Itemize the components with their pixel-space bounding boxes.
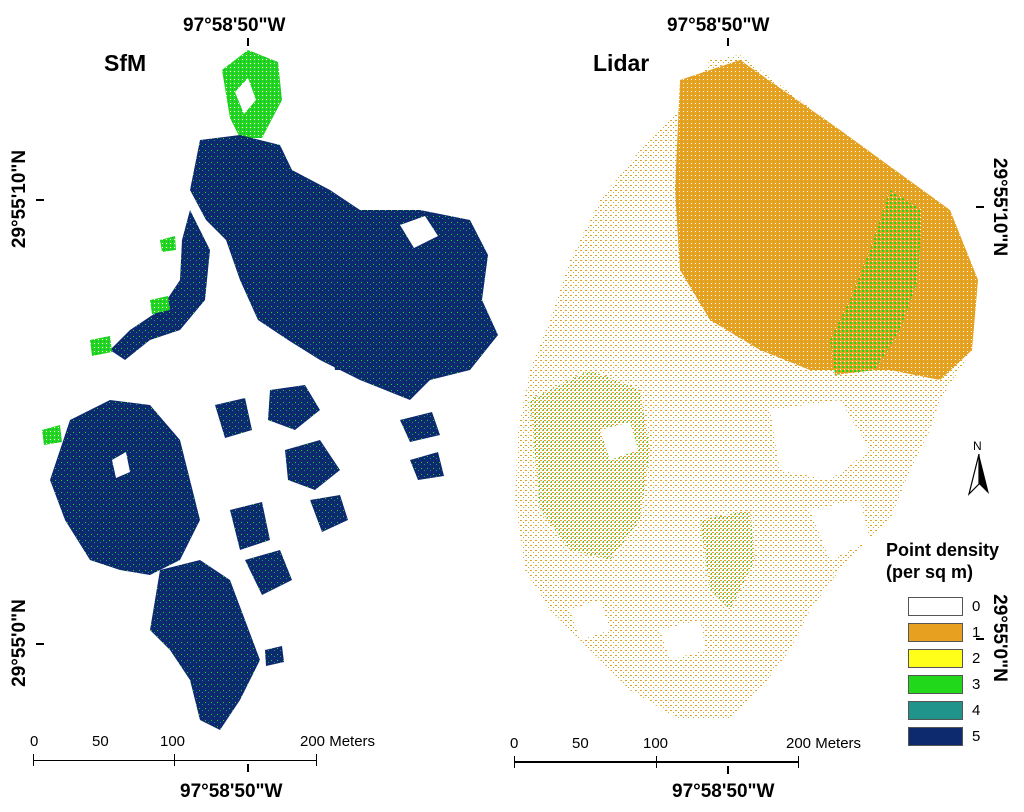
sfm-patch: [42, 425, 62, 445]
lidar-longitude-top-tick: [727, 38, 729, 46]
lidar-scale-tick-0: 0: [510, 735, 519, 752]
sfm-scale-tick-200: 200 Meters: [300, 733, 376, 750]
sfm-patch: [230, 502, 270, 550]
lidar-gap: [810, 500, 870, 560]
lidar-scale-tick-100: 100: [643, 735, 669, 752]
lidar-scale-end: [798, 756, 799, 768]
lidar-longitude-top-label: 97°58'50"W: [667, 15, 770, 36]
legend-item: 4: [908, 700, 980, 720]
legend-swatch: [908, 596, 963, 616]
sfm-scale-tick-50: 50: [92, 733, 109, 750]
lidar-latitude-upper-tick: [976, 206, 984, 208]
lidar-scale-mid: [656, 756, 657, 768]
sfm-patch: [400, 412, 440, 442]
sfm-patch: [160, 236, 176, 252]
sfm-gap: [112, 452, 130, 478]
legend-label: 3: [972, 675, 981, 693]
lidar-overlap-region: [830, 190, 922, 375]
sfm-latitude-lower-tick: [36, 643, 44, 645]
sfm-density-map: [42, 50, 498, 730]
sfm-scale-end: [33, 754, 34, 766]
legend-label: 2: [972, 649, 981, 667]
legend-label: 4: [972, 701, 981, 719]
lidar-gap: [660, 620, 706, 660]
sfm-gap: [235, 78, 256, 114]
point-density-legend: Point density (per sq m) 0 1 2 3 4 5: [886, 540, 1006, 760]
sfm-patch: [150, 296, 170, 314]
sfm-scale-tick-100: 100: [160, 733, 186, 750]
legend-item: 1: [908, 622, 980, 642]
sfm-longitude-bottom-label: 97°58'50"W: [180, 781, 283, 802]
lidar-longitude-bottom-tick: [727, 766, 729, 774]
sfm-patch: [245, 550, 292, 595]
legend-swatch: [908, 674, 963, 694]
legend-item: 0: [908, 596, 980, 616]
sfm-latitude-lower-label: 29°55'0"N: [9, 599, 30, 687]
legend-title-line2: (per sq m): [886, 561, 974, 582]
sfm-patch: [330, 340, 365, 370]
legend-item: 2: [908, 648, 980, 668]
lidar-scale-bar: 0 50 100 200 Meters: [480, 730, 900, 774]
sfm-patch: [268, 385, 320, 430]
sfm-longitude-top-tick: [247, 38, 249, 46]
sfm-scale-line: [33, 760, 317, 761]
sfm-longitude-top-label: 97°58'50"W: [183, 15, 286, 36]
sfm-upper-dense-region: [190, 135, 498, 400]
sfm-patch: [265, 646, 284, 666]
legend-swatch: [908, 726, 963, 746]
legend-label: 0: [972, 597, 981, 615]
sfm-patch: [90, 336, 112, 356]
sfm-latitude-upper-tick: [36, 199, 44, 201]
sfm-scale-tick-0: 0: [30, 733, 39, 750]
legend-rows: 0 1 2 3 4 5: [908, 596, 1008, 756]
sfm-longitude-bottom-tick: [247, 764, 249, 772]
north-arrow-icon: [968, 454, 989, 496]
legend-item: 3: [908, 674, 980, 694]
lidar-gap: [570, 600, 610, 640]
sfm-scale-mid: [174, 754, 175, 766]
lidar-mixed-region: [530, 370, 650, 560]
lidar-density-map: [515, 55, 978, 720]
sfm-patch: [215, 398, 252, 438]
lidar-gap: [770, 400, 870, 480]
legend-label: 1: [972, 623, 981, 641]
sfm-patch: [285, 440, 340, 490]
sfm-scale-end: [316, 754, 317, 766]
sfm-gap: [400, 216, 438, 248]
legend-title-line1: Point density: [886, 540, 1000, 560]
sfm-arm-region: [110, 210, 210, 360]
sfm-panel-title: SfM: [104, 50, 147, 76]
sfm-patch: [410, 452, 444, 480]
lidar-latitude-lower-tick: [976, 638, 984, 640]
legend-swatch: [908, 648, 963, 668]
sfm-scale-bar: 0 50 100 200 Meters: [0, 730, 420, 772]
legend-label: 5: [972, 727, 981, 745]
lidar-panel-title: Lidar: [593, 50, 650, 76]
lidar-scale-tick-200: 200 Meters: [786, 735, 862, 752]
lidar-scale-end: [514, 756, 515, 768]
north-label: N: [973, 439, 982, 453]
north-arrow: N: [968, 440, 990, 500]
sfm-lower-dense-region: [50, 400, 200, 575]
lidar-longitude-bottom-label: 97°58'50"W: [672, 781, 775, 802]
legend-swatch: [908, 700, 963, 720]
lidar-latitude-upper-label: 29°55'10"N: [989, 157, 1010, 257]
lidar-mixed-region: [700, 510, 755, 610]
sfm-south-region: [150, 560, 260, 730]
sfm-latitude-upper-label: 29°55'10"N: [9, 149, 30, 249]
legend-item: 5: [908, 726, 980, 746]
sfm-patch: [310, 495, 348, 532]
lidar-gap: [600, 422, 638, 460]
legend-swatch: [908, 622, 963, 642]
lidar-scale-tick-50: 50: [572, 735, 589, 752]
